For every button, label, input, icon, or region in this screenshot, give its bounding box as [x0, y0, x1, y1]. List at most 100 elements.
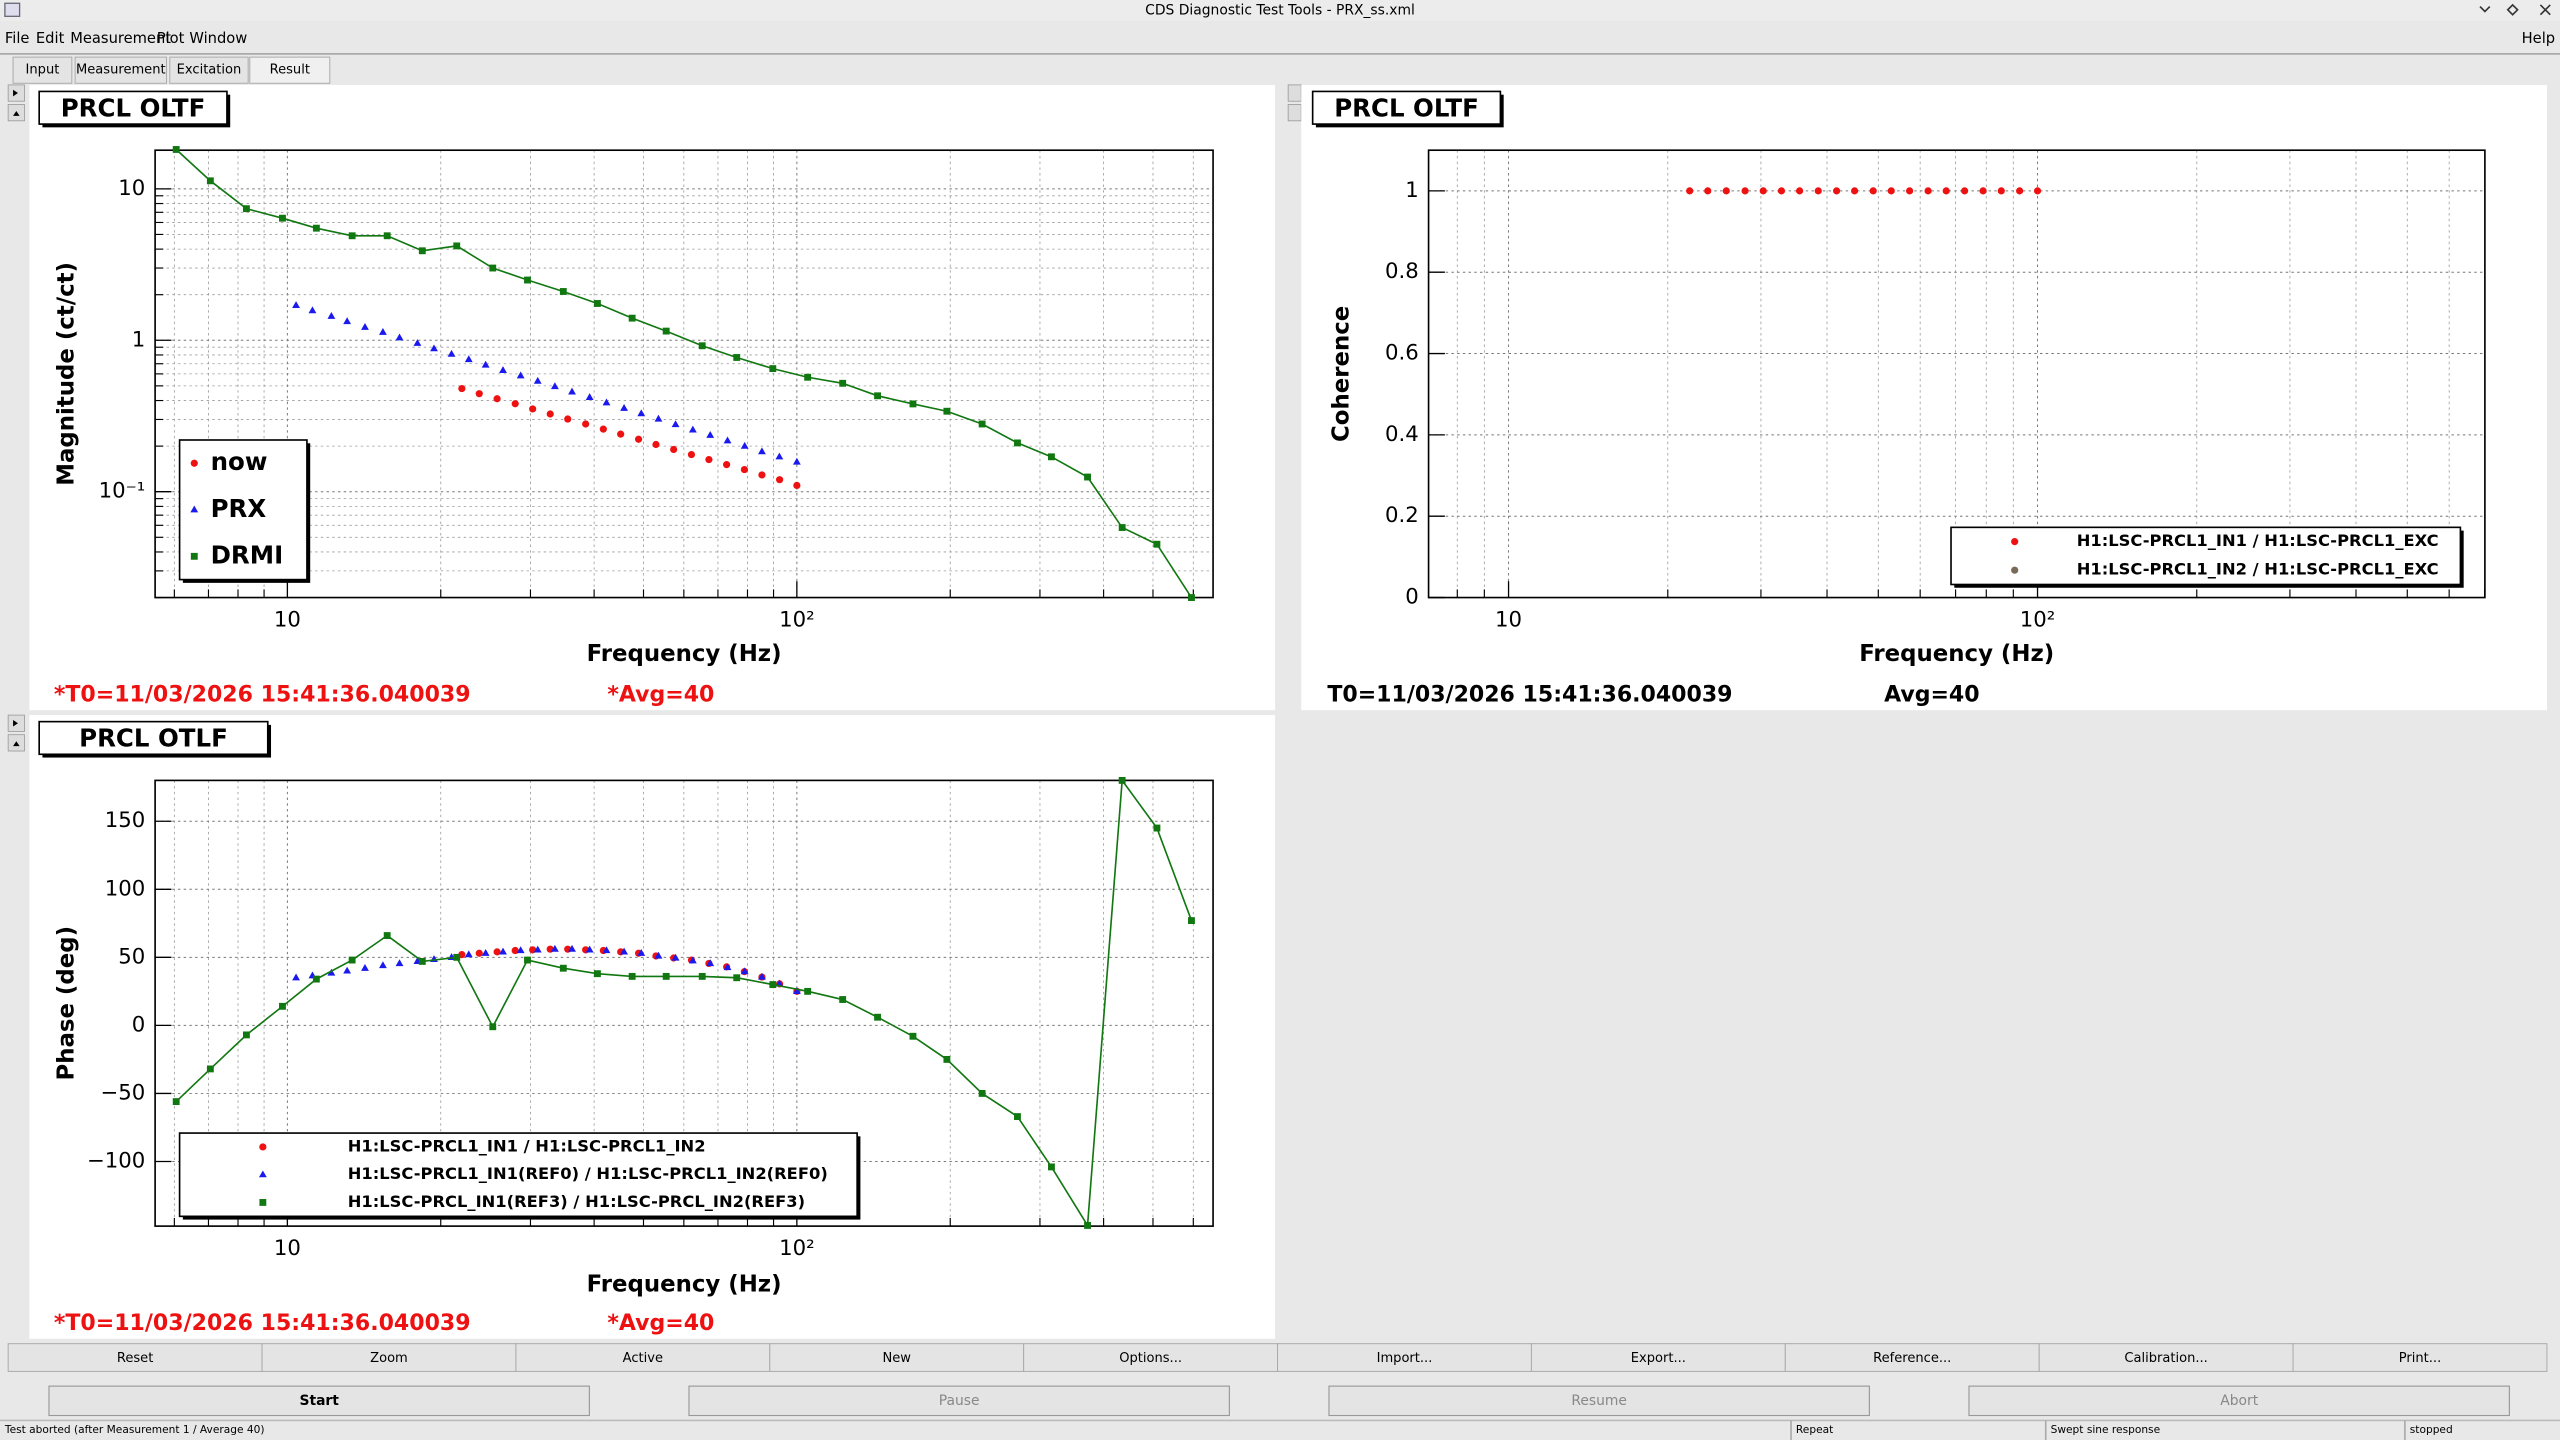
button-label[interactable]: New — [883, 1351, 912, 1366]
marker-triangle — [481, 360, 490, 368]
button[interactable] — [515, 1343, 771, 1372]
button-label[interactable]: Options... — [1119, 1351, 1182, 1366]
button[interactable] — [1784, 1343, 2040, 1372]
marker-square — [839, 379, 847, 387]
marker-triangle — [395, 959, 404, 967]
y-tick-label: 150 — [105, 808, 146, 833]
tab[interactable] — [12, 56, 73, 84]
marker-triangle — [775, 452, 784, 460]
control-button[interactable] — [1328, 1385, 1870, 1417]
marker-triangle — [688, 425, 697, 433]
marker-circle — [1741, 187, 1749, 195]
marker-triangle — [671, 420, 680, 428]
marker-square — [1084, 473, 1091, 481]
marker-triangle — [516, 371, 525, 379]
button[interactable] — [2038, 1343, 2294, 1372]
marker-square — [206, 177, 214, 185]
marker-square — [1153, 824, 1161, 832]
control-button[interactable] — [688, 1385, 1230, 1417]
button-label[interactable]: Calibration... — [2124, 1351, 2207, 1366]
marker-square — [1048, 1163, 1055, 1171]
marker-circle — [475, 390, 483, 398]
marker-square — [348, 956, 356, 964]
marker-circle — [740, 465, 749, 474]
marker-triangle — [258, 1170, 267, 1178]
window-title: CDS Diagnostic Test Tools - PRX_ss.xml — [1145, 3, 1415, 19]
tab-label[interactable]: Input — [26, 63, 60, 78]
tab-label[interactable]: Measurement — [76, 63, 166, 78]
marker-square — [489, 264, 497, 272]
button-label[interactable]: Print... — [2399, 1351, 2441, 1366]
button-label[interactable]: Import... — [1377, 1351, 1433, 1366]
button-label[interactable]: Zoom — [370, 1351, 408, 1366]
marker-circle — [1796, 187, 1804, 195]
button[interactable] — [2292, 1343, 2548, 1372]
marker-circle — [1906, 187, 1914, 195]
legend — [1950, 526, 2462, 586]
control-button[interactable] — [1968, 1385, 2510, 1417]
control-label[interactable]: Pause — [939, 1393, 980, 1409]
tab[interactable] — [74, 56, 168, 84]
marker-triangle — [706, 959, 715, 967]
marker-circle — [2016, 187, 2024, 195]
marker-triangle — [464, 355, 473, 363]
chart-title: PRCL OLTF — [61, 93, 206, 122]
button-label[interactable]: Reset — [117, 1351, 153, 1366]
button[interactable] — [261, 1343, 517, 1372]
marker-circle — [2011, 538, 2019, 546]
menu-item[interactable]: Measurement — [70, 30, 171, 47]
marker-square — [874, 392, 881, 400]
marker-square — [978, 420, 986, 428]
marker-triangle — [343, 317, 352, 325]
marker-square — [383, 932, 391, 939]
close-button[interactable] — [2539, 4, 2551, 16]
marker-triangle — [585, 945, 594, 953]
marker-triangle — [361, 322, 369, 330]
button-label[interactable]: Active — [623, 1351, 663, 1366]
control-label[interactable]: Abort — [2220, 1393, 2258, 1409]
menu-item[interactable]: Edit — [36, 30, 65, 47]
marker-triangle — [190, 505, 199, 513]
button-label[interactable]: Export... — [1631, 1351, 1686, 1366]
marker-square — [769, 981, 777, 988]
marker-square — [418, 957, 426, 965]
tab[interactable] — [169, 56, 249, 84]
marker-triangle — [792, 987, 801, 994]
tab-label[interactable]: Excitation — [177, 63, 242, 78]
marker-square — [593, 970, 601, 978]
control-label[interactable]: Resume — [1571, 1393, 1627, 1409]
control-label[interactable]: Start — [299, 1393, 339, 1409]
title-box — [38, 90, 228, 125]
marker-square — [978, 1090, 986, 1097]
button[interactable] — [769, 1343, 1025, 1372]
menu-item[interactable]: Window — [189, 30, 247, 47]
menu-item[interactable]: File — [5, 30, 30, 47]
title-bar — [0, 0, 2560, 22]
y-tick-label: −100 — [87, 1148, 145, 1173]
button[interactable] — [7, 1343, 263, 1372]
tab[interactable] — [249, 56, 331, 84]
marker-square — [1153, 540, 1161, 548]
button-label[interactable]: Reference... — [1873, 1351, 1951, 1366]
maximize-button[interactable] — [2506, 3, 2519, 16]
chart-title: PRCL OLTF — [1334, 93, 1479, 122]
marker-triangle — [533, 945, 542, 953]
marker-triangle — [792, 457, 801, 465]
annotation: *T0=11/03/2026 15:41:36.040039 — [54, 683, 471, 708]
panel-arrow-button[interactable] — [1287, 84, 1302, 102]
marker-square — [190, 552, 198, 560]
marker-triangle — [550, 382, 559, 390]
marker-triangle — [568, 944, 576, 952]
tab-label[interactable]: Result — [270, 63, 310, 78]
control-button[interactable] — [48, 1385, 590, 1417]
menu-help[interactable]: Help — [2522, 30, 2555, 47]
marker-triangle — [327, 312, 336, 319]
minimize-button[interactable] — [2479, 5, 2491, 13]
marker-circle — [1887, 187, 1895, 195]
menu-item[interactable]: Plot — [157, 30, 185, 47]
panel-arrow-button[interactable] — [1287, 104, 1302, 122]
marker-circle — [1722, 187, 1730, 195]
marker-triangle — [292, 301, 300, 309]
marker-square — [1014, 439, 1021, 447]
button[interactable] — [1023, 1343, 1279, 1372]
